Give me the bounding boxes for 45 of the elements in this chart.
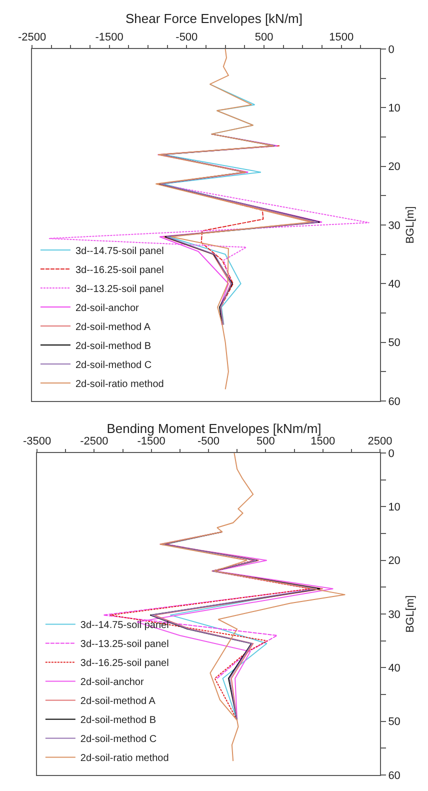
legend-label: 2d-soil-ratio method (80, 753, 169, 764)
legend-label: 3d--14.75-soil panel (75, 246, 164, 257)
y-tick-label: 60 (388, 396, 400, 408)
legend-label: 3d--13.25-soil panel (75, 284, 164, 295)
x-tick-label: 1500 (310, 436, 336, 448)
y-tick-label: 40 (388, 662, 400, 675)
y-axis-title: BGL[m] (404, 206, 417, 244)
y-tick-label: 10 (388, 502, 400, 514)
y-tick-label: 60 (388, 770, 400, 782)
y-tick-label: 30 (388, 608, 400, 621)
x-tick-label: -2500 (80, 436, 108, 448)
chart-title: Shear Force Envelopes [kN/m] (125, 11, 303, 26)
legend-label: 2d-soil-method B (75, 340, 152, 352)
legend-label: 3d--16.25-soil panel (80, 658, 169, 670)
legend-label: 2d-soil-ratio method (75, 378, 164, 390)
legend-label: 2d-soil-method C (80, 734, 157, 746)
y-tick-label: 0 (388, 44, 394, 56)
legend-label: 2d-soil-method A (80, 696, 156, 708)
y-tick-label: 10 (388, 102, 400, 115)
y-tick-label: 50 (388, 716, 400, 728)
legend-label: 2d-soil-method A (75, 322, 151, 333)
legend-label: 2d-soil-method B (80, 715, 156, 726)
chart-title: Bending Moment Envelopes [kNm/m] (106, 421, 322, 436)
x-tick-label: -1500 (137, 436, 166, 448)
x-tick-label: -500 (176, 32, 198, 44)
x-tick-label: 2500 (368, 436, 392, 448)
y-tick-label: 40 (388, 278, 400, 291)
y-axis-title: BGL[m] (404, 595, 417, 633)
x-tick-label: -2500 (18, 32, 46, 44)
x-tick-label: -3500 (22, 436, 52, 448)
y-tick-label: 0 (388, 448, 394, 460)
y-tick-label: 20 (388, 161, 400, 174)
legend-label: 3d--16.25-soil panel (75, 264, 164, 276)
x-tick-label: 500 (254, 32, 274, 44)
x-tick-label: 500 (256, 436, 275, 448)
x-tick-label: -500 (197, 436, 220, 448)
legend-label: 2d-soil-anchor (80, 677, 144, 688)
legend-label: 2d-soil-anchor (75, 302, 140, 314)
y-tick-label: 50 (388, 337, 400, 350)
y-tick-label: 20 (388, 555, 400, 568)
legend-label: 2d-soil-method C (75, 360, 152, 371)
y-tick-label: 30 (388, 220, 400, 232)
x-tick-label: 1500 (329, 32, 354, 44)
legend-label: 3d--13.25-soil panel (80, 639, 169, 650)
x-tick-label: -1500 (95, 32, 124, 44)
